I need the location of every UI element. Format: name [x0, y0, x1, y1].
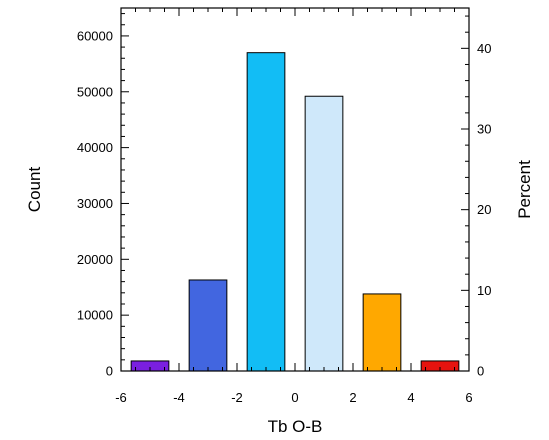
y-tick-label: 50000 [77, 84, 113, 99]
bar-2 [188, 279, 228, 372]
y2-tick-label: 0 [477, 364, 484, 379]
x-tick-label: 4 [407, 390, 414, 405]
y2-tick-label: 30 [477, 122, 491, 137]
x-tick-label: 0 [291, 390, 298, 405]
y2-tick-label: 20 [477, 202, 491, 217]
bar-3 [246, 52, 286, 372]
y-tick-label: 20000 [77, 252, 113, 267]
y-tick-label: 0 [106, 364, 113, 379]
bar-4 [304, 95, 344, 372]
plot-frame [120, 7, 470, 372]
y-tick-label: 30000 [77, 196, 113, 211]
y-tick-label: 60000 [77, 28, 113, 43]
x-tick-label: 2 [349, 390, 356, 405]
y-tick-label: 10000 [77, 308, 113, 323]
bar-5 [362, 293, 402, 372]
y2-axis-title: Percent [515, 160, 534, 219]
x-tick-label: -2 [231, 390, 243, 405]
y-tick-label: 40000 [77, 140, 113, 155]
y2-tick-label: 10 [477, 283, 491, 298]
x-tick-label: -4 [173, 390, 185, 405]
x-tick-label: -6 [115, 390, 127, 405]
y2-tick-label: 40 [477, 41, 491, 56]
x-axis-title: Tb O-B [268, 417, 323, 436]
y-axis-title: Count [25, 167, 44, 213]
bars-group [130, 52, 460, 372]
tick-labels-group: -6 -4 -2 0 2 4 6010000200003000040000500006000… [77, 28, 492, 405]
ticks-group [120, 8, 470, 372]
x-tick-label: 6 [465, 390, 472, 405]
